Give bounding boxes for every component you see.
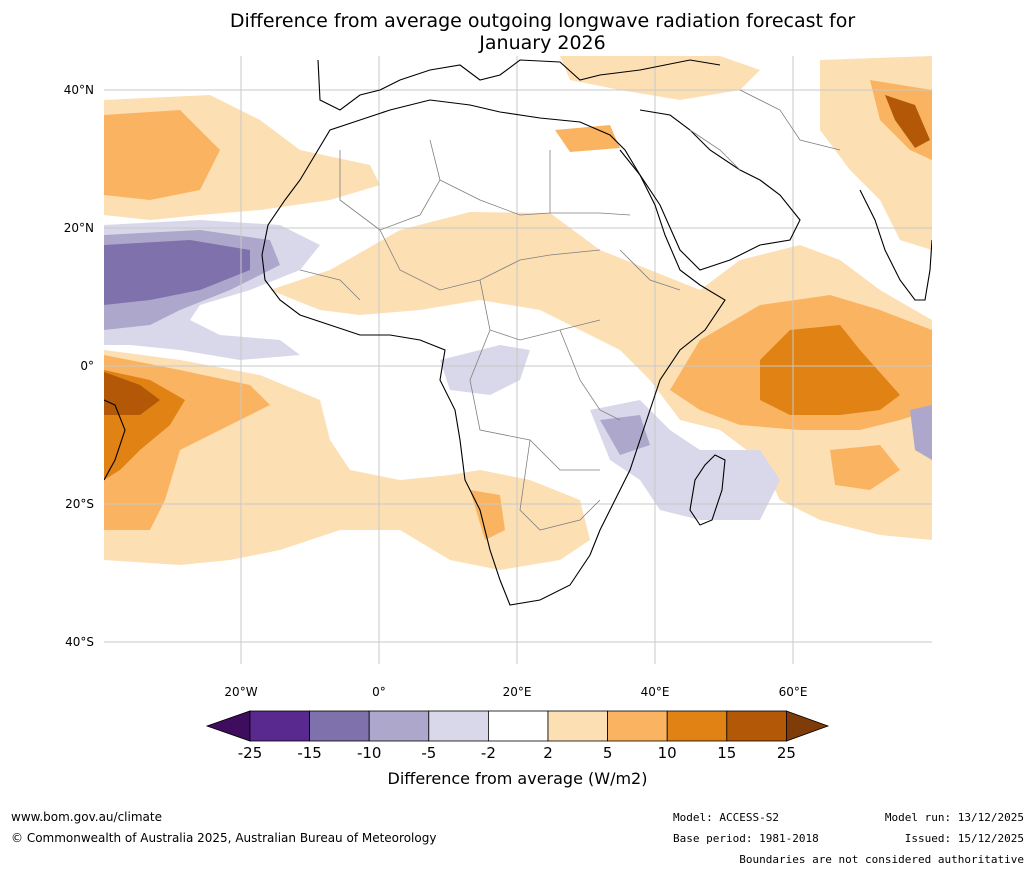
anomaly-fill-positive-light	[560, 56, 760, 100]
anomaly-fill-negative-light	[440, 345, 530, 395]
lat-label-equator: 0°	[80, 359, 94, 373]
colorbar-title: Difference from average (W/m2)	[387, 769, 648, 788]
colorbar-swatch	[487, 710, 549, 742]
anomaly-layer	[104, 56, 932, 570]
south-america-coastline	[104, 399, 126, 481]
anomaly-fill-positive-mid	[104, 110, 220, 200]
website-link[interactable]: www.bom.gov.au/climate	[11, 810, 162, 824]
colorbar-swatch	[547, 710, 608, 742]
anomaly-fill-positive-mid	[470, 490, 505, 540]
europe-coastline	[317, 59, 721, 111]
lat-label-40n: 40°N	[63, 83, 94, 97]
anomaly-fill-positive-dark	[104, 372, 160, 415]
base-period-text: Base period: 1981-2018	[673, 832, 819, 845]
anomaly-fill-positive-light	[270, 212, 932, 540]
lat-label-20n: 20°N	[63, 221, 94, 235]
model-text: Model: ACCESS-S2	[673, 811, 779, 824]
lon-label-60e: 60°E	[778, 685, 808, 699]
colorbar-swatch	[309, 710, 370, 742]
model-run-text: Model run: 13/12/2025	[884, 811, 1024, 824]
colorbar-tick: -10	[356, 744, 382, 762]
colorbar-swatch	[368, 710, 430, 742]
anomaly-fill-negative-strong	[104, 240, 250, 305]
colorbar-swatch	[666, 710, 728, 742]
colorbar-swatch	[428, 710, 489, 742]
copyright-text: © Commonwealth of Australia 2025, Austra…	[11, 831, 437, 845]
arabia-coastline	[619, 109, 801, 271]
anomaly-fill-negative-mid	[910, 405, 932, 460]
lon-label-0: 0°	[372, 685, 386, 699]
india-coastline	[859, 189, 932, 301]
map-title-line2: January 2026	[479, 32, 606, 54]
lon-label-20w: 20°W	[224, 685, 258, 699]
colorbar-tick: 10	[657, 744, 677, 762]
anomaly-fill-negative-mid	[600, 415, 650, 455]
graticule	[104, 56, 932, 664]
lon-label-40e: 40°E	[640, 685, 670, 699]
colorbar-tick: -25	[237, 744, 263, 762]
anomaly-fill-positive-dark	[885, 95, 930, 148]
anomaly-fill-positive-mid	[830, 445, 900, 490]
disclaimer-text: Boundaries are not considered authoritat…	[739, 853, 1024, 866]
colorbar-tick: 15	[717, 744, 737, 762]
lat-label-20s: 20°S	[65, 497, 94, 511]
colorbar-tick: 5	[602, 744, 613, 762]
madagascar-coastline	[689, 454, 726, 526]
colorbar-swatch	[726, 710, 787, 742]
colorbar-tick: 25	[776, 744, 796, 762]
africa-coastline	[261, 99, 726, 606]
colorbar-extend-high	[786, 710, 830, 742]
issued-text: Issued: 15/12/2025	[904, 832, 1024, 845]
lon-label-20e: 20°E	[502, 685, 532, 699]
colorbar-tick: -2	[480, 744, 496, 762]
coastlines	[104, 59, 932, 606]
map-title-line1: Difference from average outgoing longwav…	[229, 10, 856, 32]
anomaly-fill-positive-strong	[760, 325, 900, 415]
colorbar-tick: -5	[421, 744, 437, 762]
colorbar-swatch	[607, 710, 668, 742]
colorbar-tick: -15	[297, 744, 322, 762]
map-title: Difference from average outgoing longwav…	[150, 10, 935, 54]
colorbar-extend-low	[205, 710, 251, 742]
country-borders	[299, 89, 841, 531]
colorbar-swatch	[249, 710, 310, 742]
lat-label-40s: 40°S	[65, 635, 94, 649]
colorbar-tick: 2	[543, 744, 553, 762]
